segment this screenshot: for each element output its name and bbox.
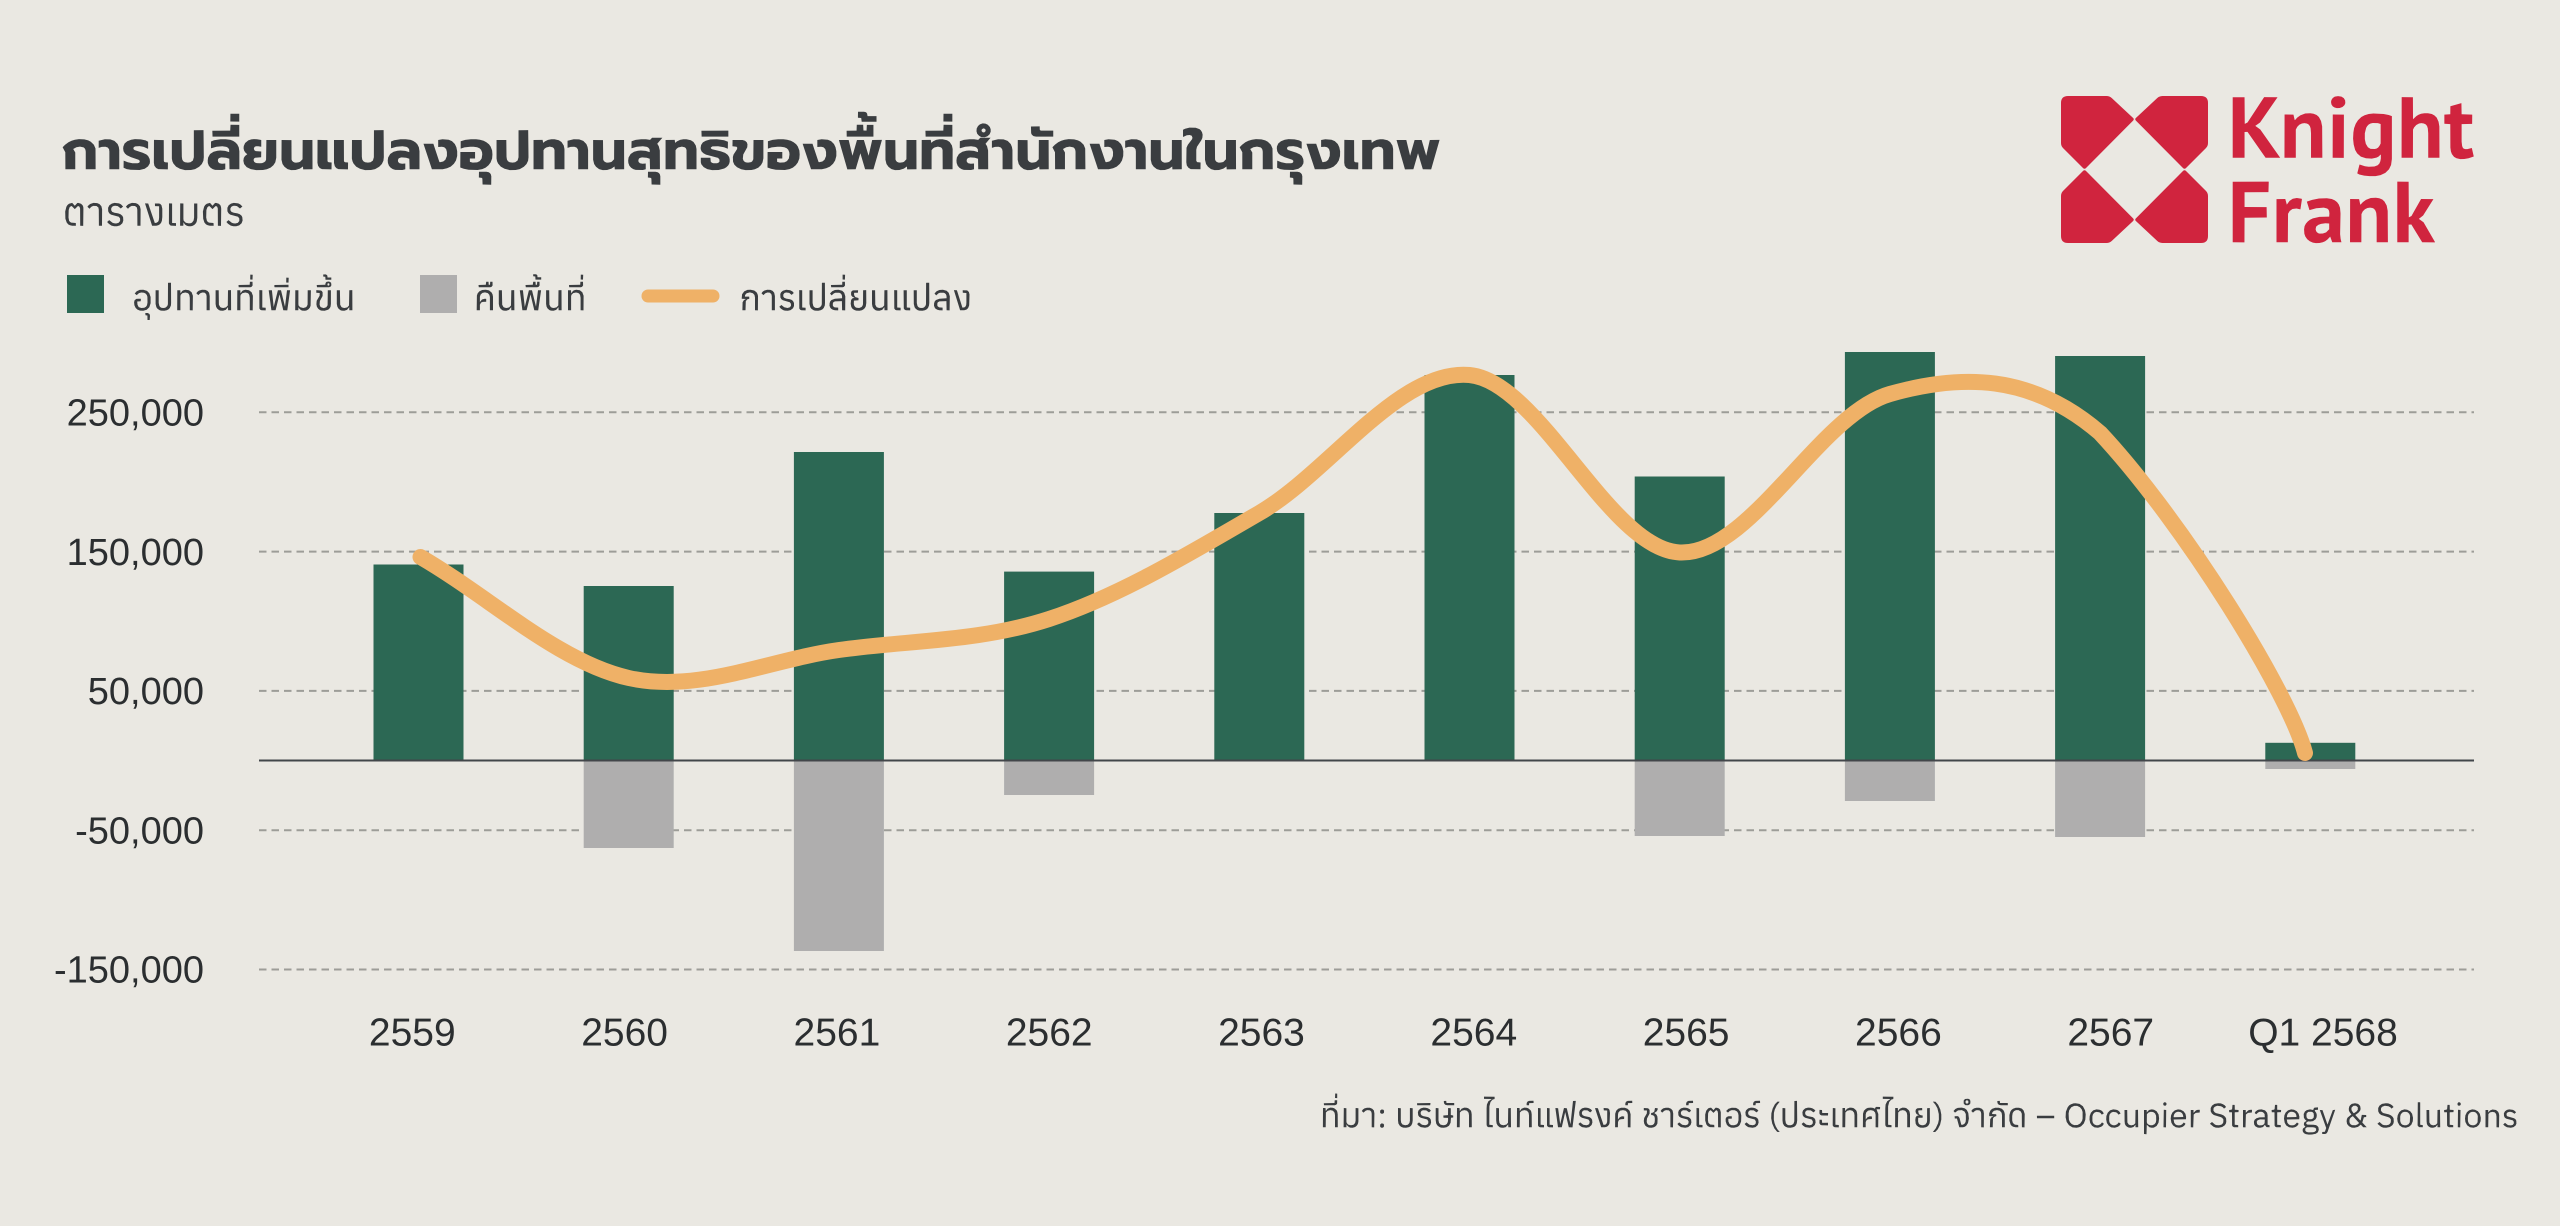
- svg-text:150,000: 150,000: [67, 532, 204, 574]
- svg-text:2565: 2565: [1643, 1012, 1730, 1055]
- svg-text:2563: 2563: [1218, 1012, 1305, 1055]
- svg-text:2564: 2564: [1430, 1012, 1517, 1055]
- svg-text:2561: 2561: [794, 1012, 881, 1055]
- svg-text:Q1 2568: Q1 2568: [2248, 1012, 2398, 1055]
- svg-text:2560: 2560: [581, 1012, 668, 1055]
- svg-text:250,000: 250,000: [67, 393, 204, 435]
- svg-text:2566: 2566: [1855, 1012, 1942, 1055]
- svg-text:50,000: 50,000: [88, 671, 204, 713]
- svg-text:-50,000: -50,000: [75, 810, 204, 852]
- svg-text:-150,000: -150,000: [54, 950, 204, 992]
- svg-text:2562: 2562: [1006, 1012, 1093, 1055]
- svg-text:2559: 2559: [369, 1012, 456, 1055]
- svg-text:2567: 2567: [2067, 1012, 2154, 1055]
